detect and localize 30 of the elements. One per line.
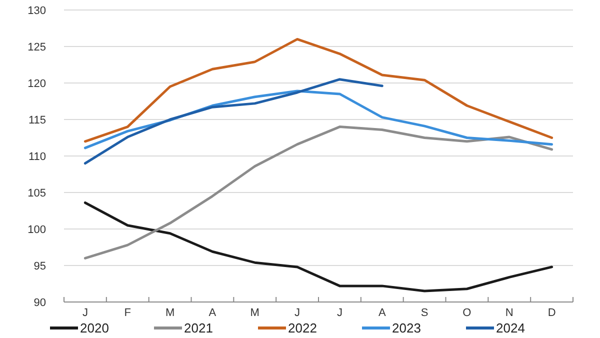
y-tick-label: 110 [28, 150, 46, 163]
y-tick-label: 130 [28, 4, 46, 17]
line-series [84, 126, 554, 260]
y-tick-label: 120 [28, 78, 46, 90]
x-tick-label: J [82, 307, 88, 319]
x-tick-label: N [505, 307, 514, 319]
line-series [84, 78, 384, 165]
x-tick-label: J [294, 307, 300, 319]
line-series [84, 38, 554, 143]
x-tick-label: D [548, 307, 556, 319]
legend-label: 2024 [496, 320, 525, 336]
x-tick-label: A [208, 307, 217, 319]
y-tick-label: 95 [34, 260, 46, 272]
legend-label: 2021 [184, 320, 213, 336]
legend-label: 2022 [288, 320, 317, 336]
y-tick-label: 105 [28, 187, 46, 200]
y-tick-label: 100 [28, 224, 46, 236]
legend-label: 2020 [80, 320, 109, 336]
legend-label: 2023 [392, 320, 421, 336]
x-tick-label: F [124, 307, 132, 319]
y-tick-label: 90 [34, 296, 46, 309]
x-tick-label: A [378, 307, 386, 319]
y-tick-label: 125 [28, 41, 46, 54]
x-tick-label: M [165, 307, 175, 319]
x-tick-label: S [420, 307, 428, 319]
x-tick-label: O [462, 307, 472, 319]
x-tick-label: M [250, 307, 260, 319]
y-tick-label: 115 [28, 114, 46, 126]
x-tick-label: J [336, 307, 342, 319]
line-series [84, 201, 554, 292]
